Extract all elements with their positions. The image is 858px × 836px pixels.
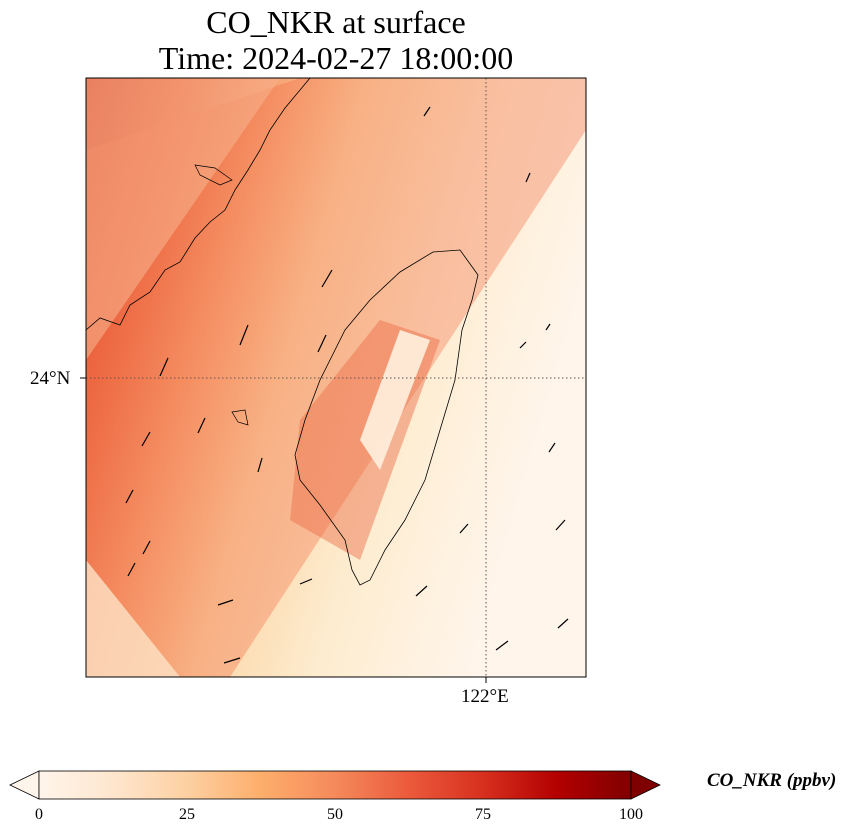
colorbar-tick: 75 [475, 806, 491, 823]
mainland-coastline [85, 77, 311, 331]
colorbar-tick: 25 [179, 806, 195, 823]
colorbar [9, 770, 661, 800]
colorbar-tick: 50 [327, 806, 343, 823]
longitude-label: 122°E [461, 686, 509, 707]
colorbar-label: CO_NKR (ppbv) [707, 770, 837, 791]
latitude-label: 24°N [30, 368, 71, 389]
island-outline [194, 164, 233, 186]
map-subtitle: Time: 2024-02-27 18:00:00 [158, 40, 514, 76]
penghu-outline [231, 409, 249, 426]
colorbar-tick: 0 [35, 806, 43, 823]
map-title: CO_NKR at surface [206, 4, 466, 40]
colorbar-tick: 100 [619, 806, 643, 823]
taiwan-coastline [294, 249, 479, 586]
wind-vectors [125, 106, 569, 664]
